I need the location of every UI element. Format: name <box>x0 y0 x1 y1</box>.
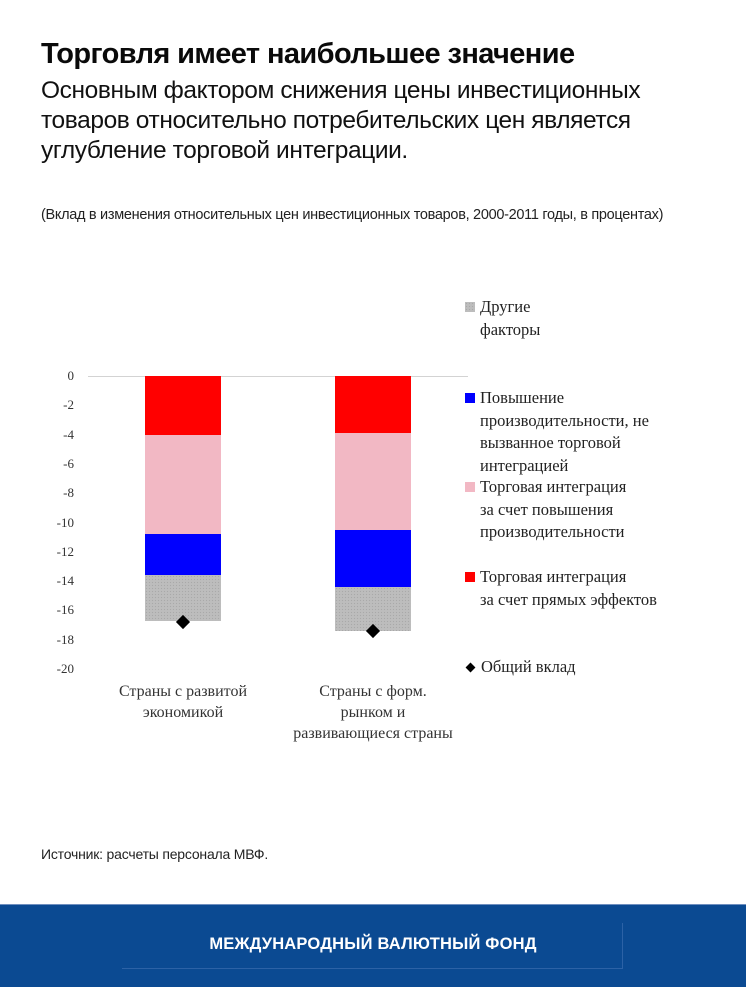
legend-label: Торговая интеграция за счет прямых эффект… <box>480 567 657 609</box>
chart-subtitle: Основным фактором снижения цены инвестиц… <box>41 77 641 164</box>
x-category-label-line: развивающиеся страны <box>293 725 453 742</box>
footer-band: МЕЖДУНАРОДНЫЙ ВАЛЮТНЫЙ ФОНД <box>0 904 746 987</box>
y-tick-label: -4 <box>63 426 74 442</box>
x-category-label: Страны с развитой экономикой <box>83 681 283 723</box>
x-category-label-line: Страны с развитой <box>118 683 248 700</box>
legend-label: Повышение производительности, не вызванное… <box>480 388 649 475</box>
bar-segment <box>335 433 411 530</box>
y-tick-label: -6 <box>63 455 74 471</box>
legend-label: Другие факторы <box>480 297 541 339</box>
bar-segment <box>145 434 221 535</box>
legend-swatch-icon <box>465 482 475 492</box>
x-category-label-line: экономикой <box>142 704 224 721</box>
legend-swatch-icon <box>465 393 475 403</box>
bar-segment <box>335 586 411 631</box>
bar-segment <box>145 575 221 621</box>
legend-swatch-icon <box>465 302 475 312</box>
stacked-bar-chart: 0 -2 -4 -6 -8 -10 -12 -14 -16 -18 -20 Страны с разв… <box>56 296 711 744</box>
y-tick-label: -14 <box>56 573 74 589</box>
legend-item: Торговая интеграция за счет прямых эффект… <box>465 566 710 611</box>
x-category-label-line: рынком и <box>340 704 406 721</box>
zero-axis-line <box>88 376 468 377</box>
chart-units-note: (Вклад в изменения относительных цен инв… <box>41 207 664 223</box>
x-category-label: Страны с форм. рынком и развивающиеся стра… <box>273 681 473 744</box>
y-tick-label: -12 <box>56 543 74 559</box>
chart-title: Торговля имеет наибольшее значение <box>41 38 575 70</box>
y-tick-label: -8 <box>63 485 74 501</box>
bar-segment <box>335 529 411 587</box>
y-tick-label: -2 <box>63 397 74 413</box>
y-tick-label: -10 <box>56 514 74 530</box>
legend-swatch-icon <box>465 572 475 582</box>
legend-label: Общий вклад <box>481 657 576 676</box>
org-name: МЕЖДУНАРОДНЫЙ ВАЛЮТНЫЙ ФОНД <box>209 935 537 953</box>
legend-item: Повышение производительности, не вызванное… <box>465 387 710 477</box>
legend-label: Торговая интеграция за счет повышения прои… <box>480 477 627 541</box>
legend-item: Другие факторы <box>465 296 710 341</box>
legend-item: Общий вклад <box>465 656 711 679</box>
x-category-label-line: Страны с форм. <box>319 683 427 700</box>
y-tick-label: -20 <box>56 661 74 676</box>
bar-segment <box>145 376 221 435</box>
diamond-marker-icon <box>465 662 476 673</box>
bar-segment <box>145 534 221 576</box>
source-note: Источник: расчеты персонала МВФ. <box>41 846 269 862</box>
y-tick-label: -18 <box>56 631 74 647</box>
legend-item: Торговая интеграция за счет повышения прои… <box>465 476 710 544</box>
y-tick-label: 0 <box>67 368 75 383</box>
footer-frame <box>122 923 623 969</box>
y-tick-label: -16 <box>56 602 74 618</box>
bar-segment <box>335 376 411 434</box>
